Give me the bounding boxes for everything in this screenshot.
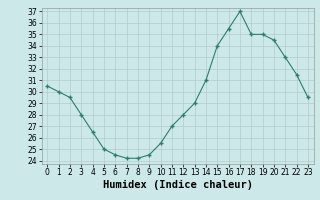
- X-axis label: Humidex (Indice chaleur): Humidex (Indice chaleur): [103, 180, 252, 190]
